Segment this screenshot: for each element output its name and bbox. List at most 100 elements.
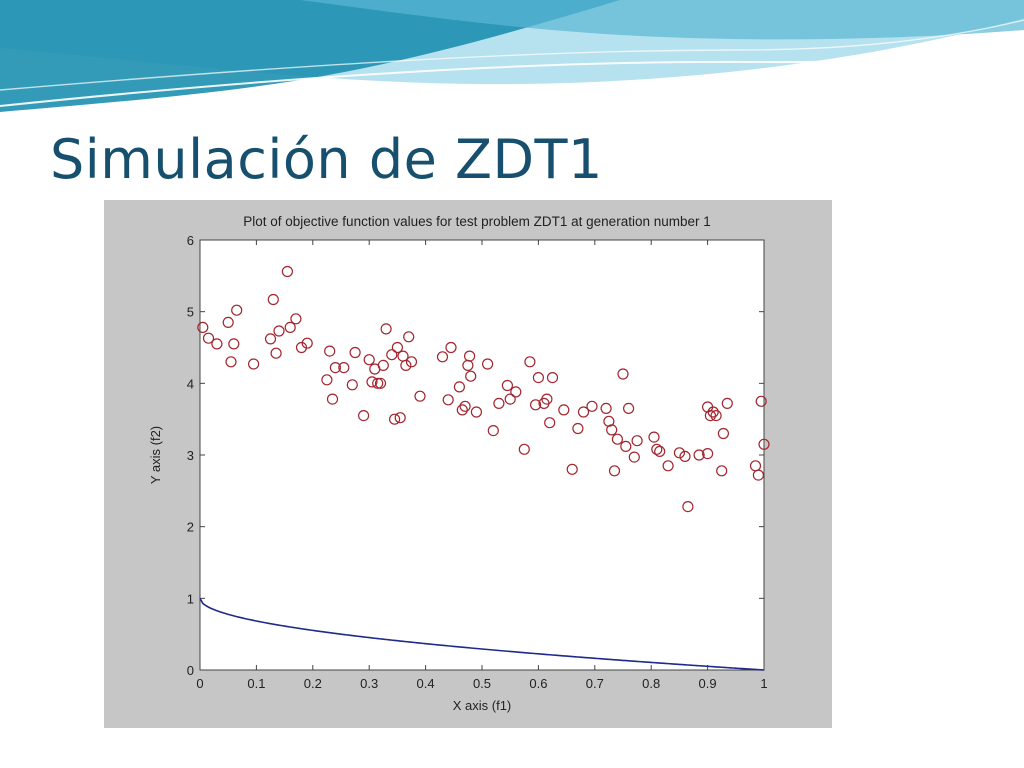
data-point	[758, 438, 770, 450]
data-point	[301, 337, 313, 349]
data-point	[622, 402, 635, 414]
data-point	[326, 393, 339, 405]
data-point	[290, 313, 302, 325]
banner-swoosh-line	[0, 39, 1024, 107]
data-point	[377, 359, 389, 371]
data-point	[211, 338, 223, 350]
y-tick-label: 0	[187, 663, 194, 678]
data-point	[693, 449, 705, 461]
data-point	[487, 425, 499, 437]
data-point	[501, 379, 513, 392]
chart-figure: Plot of objective function values for te…	[104, 200, 832, 728]
data-point	[532, 372, 544, 384]
x-tick-label: 0.7	[586, 676, 604, 691]
data-point	[716, 465, 728, 477]
data-point	[654, 445, 666, 457]
x-tick-label: 0.5	[473, 676, 491, 691]
data-point	[586, 400, 598, 412]
data-point	[329, 362, 341, 374]
y-tick-label: 4	[187, 376, 194, 391]
data-point	[662, 460, 674, 472]
data-point	[679, 450, 691, 462]
x-axis-label: X axis (f1)	[453, 698, 512, 713]
data-point	[324, 345, 336, 357]
x-tick-label: 0	[196, 676, 203, 691]
data-point	[701, 448, 714, 460]
data-point	[442, 394, 454, 406]
data-point	[338, 362, 350, 374]
data-point	[707, 406, 719, 418]
data-point	[264, 333, 277, 345]
data-point	[464, 350, 476, 362]
data-point	[518, 443, 530, 455]
data-point	[405, 356, 418, 368]
data-point	[459, 400, 471, 412]
scatter-plot: Plot of objective function values for te…	[148, 214, 770, 713]
data-point	[721, 397, 733, 409]
x-tick-label: 0.2	[304, 676, 322, 691]
data-point	[453, 381, 465, 393]
pareto-front-line	[199, 597, 765, 671]
y-tick-label: 3	[187, 448, 194, 463]
data-point	[248, 358, 260, 370]
data-point	[673, 447, 686, 459]
data-point	[541, 393, 553, 405]
data-point	[577, 406, 590, 418]
data-point	[470, 406, 482, 418]
data-point	[482, 358, 494, 370]
data-point	[363, 354, 375, 366]
data-point	[270, 347, 282, 359]
data-point	[414, 390, 426, 402]
x-tick-label: 0.9	[699, 676, 717, 691]
data-point	[436, 351, 449, 363]
data-point	[197, 321, 209, 334]
y-axis: 0 1 2 3 4 5 6	[187, 233, 764, 678]
data-point	[651, 443, 663, 455]
data-point	[600, 402, 612, 414]
data-point	[284, 321, 296, 334]
banner-wave-dark	[0, 0, 620, 112]
data-point	[608, 465, 621, 477]
data-point	[530, 399, 542, 411]
data-point	[717, 427, 730, 440]
x-tick-label: 0.6	[529, 676, 547, 691]
data-point	[380, 323, 392, 335]
data-point	[524, 356, 536, 368]
data-point	[358, 410, 370, 422]
data-point	[611, 433, 624, 445]
x-tick-label: 0.8	[642, 676, 660, 691]
data-point	[374, 377, 387, 389]
data-point	[606, 424, 618, 436]
data-point	[366, 376, 378, 388]
banner-swoosh-line-2	[0, 19, 1024, 91]
data-point	[273, 325, 285, 337]
x-tick-label: 1	[760, 676, 767, 691]
data-point	[391, 341, 403, 354]
data-point	[752, 469, 765, 481]
pareto-front-curve	[199, 597, 765, 671]
data-point	[228, 338, 240, 350]
data-point	[202, 332, 215, 344]
data-point	[281, 265, 293, 278]
data-point	[225, 356, 237, 368]
data-point	[620, 440, 632, 452]
data-point	[558, 404, 570, 416]
data-point	[267, 293, 279, 306]
y-tick-label: 1	[187, 591, 194, 606]
data-point	[544, 417, 556, 429]
x-tick-label: 0.4	[417, 676, 435, 691]
data-point	[755, 395, 767, 407]
data-point	[445, 341, 457, 354]
data-point	[493, 397, 505, 409]
data-point	[321, 374, 333, 386]
data-point	[389, 413, 401, 425]
data-point	[566, 463, 578, 475]
banner-wave-mid	[300, 0, 1024, 40]
data-point	[346, 379, 358, 391]
data-point	[648, 431, 660, 443]
data-point	[231, 304, 243, 316]
data-point	[704, 410, 717, 422]
data-point	[682, 501, 694, 513]
y-tick-label: 2	[187, 520, 194, 535]
